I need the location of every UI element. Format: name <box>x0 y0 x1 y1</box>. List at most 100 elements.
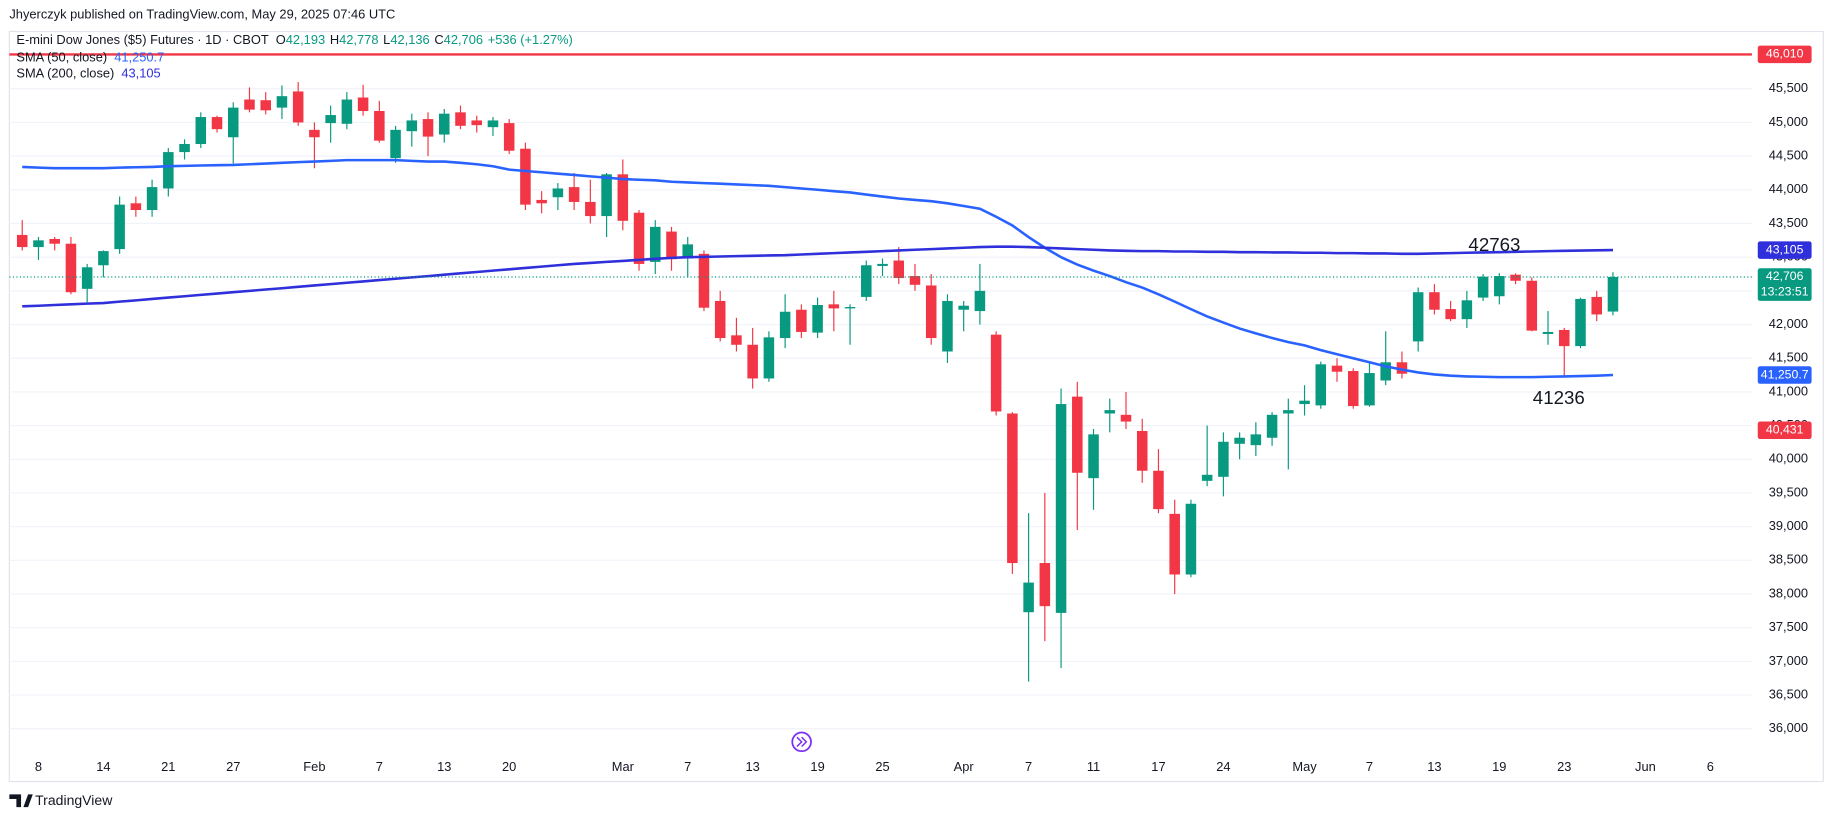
legend-ohlc-key: L <box>383 32 390 47</box>
candle-body <box>763 337 775 379</box>
candle-body <box>1510 274 1521 281</box>
candle-body <box>1315 364 1327 406</box>
candle-body <box>974 290 986 312</box>
price-marker <box>1757 421 1812 440</box>
candle-body <box>1234 437 1245 444</box>
y-tick-label: 38,500 <box>1769 552 1808 567</box>
candle-body <box>617 174 629 221</box>
x-tick-label: Apr <box>954 759 975 774</box>
x-tick-label: 7 <box>684 759 691 774</box>
legend-symbol-line: E-mini Dow Jones ($5) Futures · 1D · CBO… <box>16 32 572 47</box>
candle-body <box>438 113 450 135</box>
candle-body <box>130 203 142 211</box>
candle-body <box>1088 434 1099 479</box>
candle-body <box>666 231 677 260</box>
legend-ohlc-key: H <box>330 32 339 47</box>
candle-body <box>1055 404 1067 613</box>
legend-ohlc-value: 42,778 <box>339 32 378 47</box>
candle-body <box>844 307 856 309</box>
x-tick-label: 7 <box>1366 759 1373 774</box>
candle-body <box>1266 414 1278 438</box>
legend-change: +536 (+1.27%) <box>488 32 573 47</box>
candle-body <box>1250 434 1262 446</box>
candle-body <box>179 144 190 153</box>
candle-body <box>909 276 921 285</box>
x-tick-label: 8 <box>35 759 42 774</box>
legend-ohlc-value: 42,706 <box>444 32 483 47</box>
candle-body <box>33 240 44 248</box>
candle-body <box>1283 410 1294 414</box>
y-tick-label: 36,000 <box>1769 720 1808 735</box>
y-tick-label: 42,000 <box>1769 316 1808 331</box>
legend-symbol: E-mini Dow Jones ($5) Futures · 1D · CBO… <box>16 32 269 47</box>
sma-badge-label: 41,250.7 <box>1761 367 1809 381</box>
candle-body <box>1364 373 1375 406</box>
publisher-line: Jhyerczyk published on TradingView.com, … <box>9 7 395 22</box>
candle-body <box>601 174 612 217</box>
price-marker-label: 40,431 <box>1766 423 1804 437</box>
candle-body <box>812 305 823 333</box>
candle-body <box>81 267 93 289</box>
logo-mark <box>9 794 33 808</box>
candle-body <box>1218 441 1229 477</box>
sma-line <box>22 158 1614 379</box>
candle-body <box>16 234 28 248</box>
candle-body <box>487 120 499 128</box>
candle-body <box>422 119 434 137</box>
x-tick-label: 19 <box>1492 759 1506 774</box>
candle-body <box>1120 414 1132 422</box>
hline-badge <box>1757 45 1812 64</box>
candle-body <box>650 226 661 262</box>
y-tick-label: 44,000 <box>1769 181 1808 196</box>
candle-body <box>65 243 77 293</box>
candle-body <box>747 344 758 379</box>
candle-body <box>585 201 596 217</box>
annotation: 41236 <box>1533 387 1585 408</box>
candle-body <box>98 251 109 266</box>
legend-sma-value: 41,250.7 <box>114 50 164 65</box>
candle-body <box>325 115 336 124</box>
x-tick-label: 13 <box>1427 759 1441 774</box>
candle-body <box>731 335 742 345</box>
candle-body <box>1542 331 1554 334</box>
candle-body <box>114 204 125 250</box>
candle-body <box>779 311 791 339</box>
x-tick-label: 7 <box>376 759 383 774</box>
x-tick-label: 11 <box>1087 759 1100 774</box>
candle-body <box>227 107 239 138</box>
x-tick-label: 24 <box>1216 759 1230 774</box>
legend-sma-value: 43,105 <box>121 66 160 81</box>
last-price-badge-label: 42,706 <box>1766 269 1804 283</box>
candle-body <box>374 110 385 141</box>
candle-body <box>260 100 271 111</box>
candle-body <box>1558 329 1570 347</box>
annotation: 42763 <box>1468 234 1520 255</box>
legend-ohlc-value: 42,136 <box>390 32 429 47</box>
candle-body <box>714 300 726 339</box>
candle-body <box>536 199 547 204</box>
x-tick-label: Jun <box>1635 759 1656 774</box>
legend-sma: SMA (50, close) 41,250.7 <box>16 50 164 65</box>
candle-body <box>633 212 645 264</box>
legend-ohlc-key: O <box>276 32 286 47</box>
candle-body <box>1575 298 1586 347</box>
x-tick-label: 27 <box>226 759 240 774</box>
logo-text: TradingView <box>35 792 113 808</box>
candle-body <box>1023 582 1034 613</box>
candle-body <box>455 112 466 126</box>
candle-body <box>1445 309 1456 320</box>
candle-body <box>1526 280 1538 331</box>
x-tick-label: 17 <box>1151 759 1165 774</box>
x-tick-label: 23 <box>1557 759 1571 774</box>
x-tick-label: 20 <box>502 759 516 774</box>
candle-body <box>1072 396 1083 473</box>
candle-body <box>163 152 174 189</box>
y-tick-label: 37,000 <box>1769 653 1808 668</box>
candle-body <box>925 285 937 339</box>
candle-body <box>1169 513 1180 575</box>
candle-body <box>1494 276 1505 297</box>
candle-body <box>341 99 353 124</box>
candle-body <box>1299 400 1310 405</box>
sma-badge <box>1757 241 1812 259</box>
